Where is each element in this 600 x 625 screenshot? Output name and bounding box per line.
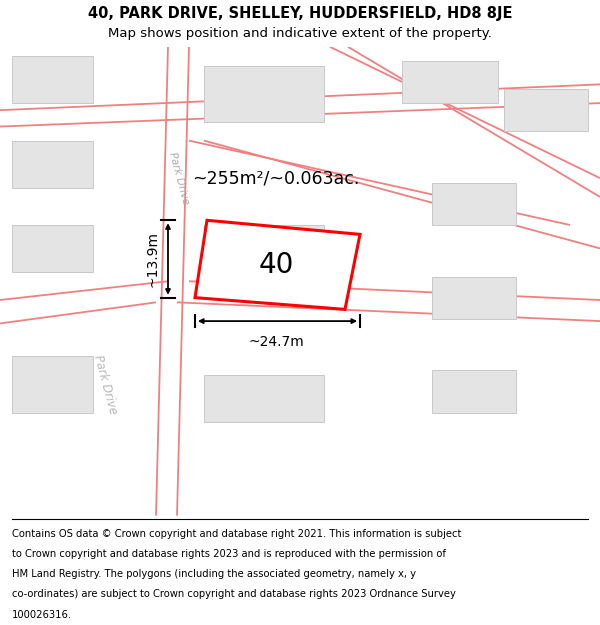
Bar bbox=[432, 370, 516, 413]
Bar bbox=[204, 375, 324, 422]
Bar bbox=[12, 141, 93, 188]
Text: Park Drive: Park Drive bbox=[167, 151, 191, 206]
Bar bbox=[12, 56, 93, 103]
Text: 100026316.: 100026316. bbox=[12, 610, 72, 620]
Bar bbox=[504, 89, 588, 131]
Bar bbox=[216, 234, 330, 291]
Bar bbox=[204, 225, 324, 272]
Text: ~24.7m: ~24.7m bbox=[248, 335, 304, 349]
Polygon shape bbox=[195, 220, 360, 309]
Text: HM Land Registry. The polygons (including the associated geometry, namely x, y: HM Land Registry. The polygons (includin… bbox=[12, 569, 416, 579]
Bar bbox=[432, 182, 516, 225]
Text: Park Drive: Park Drive bbox=[91, 353, 119, 416]
Bar bbox=[12, 356, 93, 412]
Text: ~13.9m: ~13.9m bbox=[146, 231, 160, 287]
Bar bbox=[12, 225, 93, 272]
Text: Contains OS data © Crown copyright and database right 2021. This information is : Contains OS data © Crown copyright and d… bbox=[12, 529, 461, 539]
Bar bbox=[402, 61, 498, 103]
Text: to Crown copyright and database rights 2023 and is reproduced with the permissio: to Crown copyright and database rights 2… bbox=[12, 549, 446, 559]
Text: Map shows position and indicative extent of the property.: Map shows position and indicative extent… bbox=[108, 28, 492, 40]
Text: 40: 40 bbox=[259, 251, 295, 279]
Text: 40, PARK DRIVE, SHELLEY, HUDDERSFIELD, HD8 8JE: 40, PARK DRIVE, SHELLEY, HUDDERSFIELD, H… bbox=[88, 6, 512, 21]
Text: co-ordinates) are subject to Crown copyright and database rights 2023 Ordnance S: co-ordinates) are subject to Crown copyr… bbox=[12, 589, 456, 599]
Bar bbox=[204, 66, 324, 122]
Text: ~255m²/~0.063ac.: ~255m²/~0.063ac. bbox=[193, 169, 359, 187]
Bar bbox=[432, 276, 516, 319]
